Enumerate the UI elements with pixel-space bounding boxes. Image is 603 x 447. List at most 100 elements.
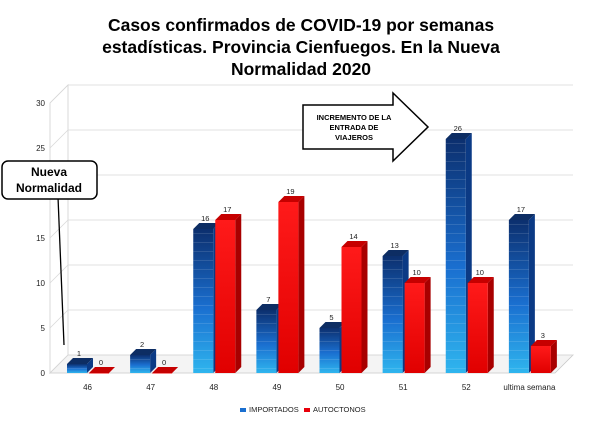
data-labels: 1 2 16 7 5 13 26 17 0 0 17 19 14 10 10 3 <box>77 124 545 367</box>
bar-top <box>445 133 472 139</box>
bar-series <box>67 133 557 374</box>
x-tick-label: 50 <box>336 383 345 392</box>
bar-top <box>341 241 368 247</box>
legend-swatch-autoctonos <box>304 408 310 412</box>
arrow-shape <box>302 91 430 163</box>
bar-side <box>235 214 242 373</box>
bar-side <box>487 277 494 373</box>
bar-importados-ultima-semana <box>508 214 535 373</box>
bar-bands <box>130 355 151 373</box>
bar-importados-47 <box>130 349 157 373</box>
bar-side <box>550 340 557 373</box>
data-label-autoctonos: 10 <box>412 268 420 277</box>
bar-autoctonos-ultima-semana <box>530 340 557 373</box>
bar-top <box>319 322 346 328</box>
x-tick-label: 48 <box>209 383 218 392</box>
bar-front <box>467 283 488 373</box>
bar-top <box>467 277 494 283</box>
bar-top <box>382 250 409 256</box>
bar-front <box>89 373 109 374</box>
bar-top <box>508 214 535 220</box>
bar-top <box>278 196 305 202</box>
legend-label-autoctonos: AUTOCTONOS <box>313 405 366 414</box>
legend: IMPORTADOS AUTOCTONOS <box>240 405 366 414</box>
x-tick-label: 46 <box>83 383 92 392</box>
bar-bands <box>256 310 277 373</box>
bar-importados-46 <box>67 358 93 373</box>
data-label-autoctonos: 14 <box>349 232 357 241</box>
gridline <box>49 174 573 194</box>
bar-front <box>278 202 299 373</box>
legend-item-autoctonos: AUTOCTONOS <box>304 405 366 414</box>
bar-autoctonos-49 <box>278 196 305 373</box>
bar-front <box>530 346 551 373</box>
bar-bands <box>193 229 214 373</box>
callout-pointer <box>57 196 65 346</box>
data-label-importados: 26 <box>454 124 462 133</box>
x-tick-label: 52 <box>462 383 471 392</box>
floor <box>49 354 574 374</box>
bar-top <box>404 277 431 283</box>
x-tick-label: 49 <box>272 383 281 392</box>
bar-top <box>67 358 93 364</box>
bar-side <box>361 241 368 373</box>
bar-top <box>89 367 115 373</box>
y-tick-label: 25 <box>36 144 45 153</box>
data-label-importados: 7 <box>266 295 270 304</box>
data-label-autoctonos: 19 <box>286 187 294 196</box>
data-label-autoctonos: 17 <box>223 205 231 214</box>
bar-side <box>528 214 535 373</box>
gridline <box>49 219 573 239</box>
data-label-autoctonos: 0 <box>162 358 166 367</box>
bar-bands <box>445 139 466 373</box>
data-label-importados: 16 <box>201 214 209 223</box>
chart-title-line-2: estadísticas. Provincia Cienfuegos. En l… <box>102 37 500 57</box>
data-label-autoctonos: 0 <box>99 358 103 367</box>
bar-bands <box>319 328 340 373</box>
y-tick-label: 15 <box>36 234 45 243</box>
y-tick-label: 0 <box>41 369 46 378</box>
bar-side <box>424 277 431 373</box>
nueva-normalidad-callout: Nueva Normalidad <box>1 160 98 346</box>
bar-top <box>152 367 179 373</box>
gridline <box>49 84 573 104</box>
incremento-arrow: INCREMENTO DE LA ENTRADA DE VIAJEROS <box>302 91 430 163</box>
bar-front <box>404 283 425 373</box>
legend-swatch-importados <box>240 408 246 412</box>
chart-title-line-1: Casos confirmados de COVID-19 por semana… <box>108 15 494 35</box>
data-label-autoctonos: 3 <box>541 331 545 340</box>
bar-side <box>150 349 157 373</box>
legend-label-importados: IMPORTADOS <box>249 405 299 414</box>
callout-box <box>1 160 98 200</box>
bar-front <box>341 247 362 373</box>
bar-front <box>215 220 236 373</box>
arrow-text-line-2: ENTRADA DE <box>330 123 379 132</box>
y-tick-label: 30 <box>36 99 45 108</box>
bar-bands <box>382 256 403 373</box>
bar-importados-52 <box>445 133 472 373</box>
bar-autoctonos-51 <box>404 277 431 373</box>
bar-side <box>298 196 305 373</box>
bar-autoctonos-52 <box>467 277 494 373</box>
callout-text-line-2: Normalidad <box>16 181 82 195</box>
gridline <box>49 309 573 329</box>
data-label-importados: 2 <box>140 340 144 349</box>
arrow-text-line-1: INCREMENTO DE LA <box>317 113 392 122</box>
data-label-importados: 13 <box>390 241 398 250</box>
data-label-importados: 17 <box>517 205 525 214</box>
bar-top <box>130 349 157 355</box>
callout-text-line-1: Nueva <box>31 165 67 179</box>
x-tick-label: ultima semana <box>503 383 556 392</box>
bar-top <box>530 340 557 346</box>
bar-top <box>215 214 242 220</box>
bar-autoctonos-50 <box>341 241 368 373</box>
bar-front <box>152 373 173 374</box>
chart-title: Casos confirmados de COVID-19 por semana… <box>102 15 500 79</box>
data-label-autoctonos: 10 <box>476 268 484 277</box>
x-tick-label: 47 <box>146 383 155 392</box>
bar-autoctonos-46 <box>89 367 115 374</box>
bar-top <box>193 223 220 229</box>
data-label-importados: 5 <box>329 313 333 322</box>
bar-bands <box>508 220 529 373</box>
